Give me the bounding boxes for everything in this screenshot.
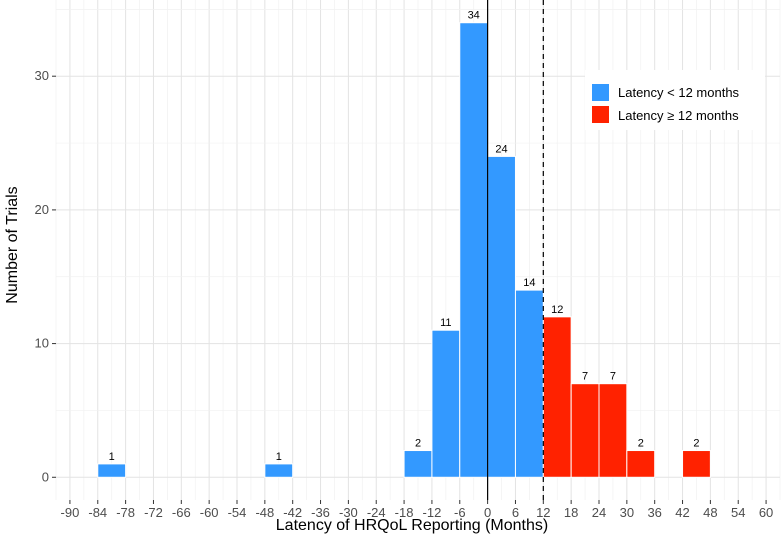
x-tick-label: -48 [255, 505, 274, 520]
x-tick-label: -84 [88, 505, 107, 520]
histogram-bar [403, 450, 433, 478]
histogram-bar [626, 450, 656, 478]
x-tick-label: -90 [61, 505, 80, 520]
x-tick-label: 60 [759, 505, 773, 520]
x-tick-label: 24 [592, 505, 606, 520]
x-tick-label: -6 [454, 505, 466, 520]
legend-label-under-12: Latency < 12 months [618, 85, 740, 100]
x-tick-label: -54 [228, 505, 247, 520]
legend: Latency < 12 months Latency ≥ 12 months [585, 70, 765, 130]
x-tick-label: -18 [395, 505, 414, 520]
bar-count-label: 1 [276, 451, 282, 463]
x-tick-label: -78 [116, 505, 135, 520]
histogram-bar [682, 450, 711, 478]
x-tick-label: 54 [731, 505, 745, 520]
x-tick-label: 36 [647, 505, 661, 520]
x-tick-label: 0 [484, 505, 491, 520]
histogram-bar [514, 289, 544, 478]
bar-count-label: 1 [109, 451, 115, 463]
bar-count-label: 2 [638, 438, 644, 450]
x-tick-label: 42 [675, 505, 689, 520]
x-tick-label: 48 [703, 505, 717, 520]
x-tick-label: -36 [311, 505, 330, 520]
bar-count-label: 24 [495, 143, 507, 155]
legend-label-over-12: Latency ≥ 12 months [618, 108, 739, 123]
y-axis-title: Number of Trials [4, 186, 21, 303]
histogram-bar [97, 463, 127, 478]
bar-count-label: 7 [582, 371, 588, 383]
bar-count-label: 12 [551, 304, 563, 316]
x-tick-label: -12 [423, 505, 442, 520]
y-tick-label: 30 [35, 68, 49, 83]
histogram-bar [459, 22, 489, 478]
bar-count-label: 14 [523, 277, 535, 289]
y-axis-ticks: 0 10 20 30 [35, 68, 56, 484]
bar-count-label: 2 [693, 438, 699, 450]
histogram-bar [264, 463, 294, 478]
x-tick-label: 12 [536, 505, 550, 520]
bar-count-label: 2 [415, 438, 421, 450]
y-tick-label: 20 [35, 202, 49, 217]
x-tick-label: 30 [620, 505, 634, 520]
y-tick-label: 10 [35, 336, 49, 351]
x-tick-label: 6 [512, 505, 519, 520]
bar-count-label: 11 [440, 317, 451, 329]
x-axis-title: Latency of HRQoL Reporting (Months) [276, 517, 548, 534]
x-tick-label: -30 [339, 505, 358, 520]
x-tick-label: -24 [367, 505, 386, 520]
bar-count-label: 34 [468, 10, 480, 22]
x-tick-label: -66 [172, 505, 191, 520]
x-tick-label: 18 [564, 505, 578, 520]
histogram-bar [431, 329, 461, 478]
histogram-bar [542, 316, 572, 478]
x-axis-ticks: -90 -84 -78 -72 -66 -60 -54 -48 -42 -36 -30 -24 -18-… [61, 500, 773, 520]
x-tick-label: -42 [283, 505, 302, 520]
histogram-bar [570, 383, 600, 478]
legend-background [585, 70, 765, 130]
bars-layer [97, 22, 711, 478]
histogram-bar [487, 155, 516, 478]
legend-swatch-over-12 [592, 106, 609, 123]
reference-lines [487, 0, 544, 500]
y-tick-label: 0 [42, 469, 49, 484]
x-tick-label: -72 [144, 505, 163, 520]
x-tick-label: -60 [200, 505, 219, 520]
legend-swatch-under-12 [592, 84, 609, 101]
histogram-bar [598, 383, 628, 478]
bar-count-label: 7 [610, 371, 616, 383]
